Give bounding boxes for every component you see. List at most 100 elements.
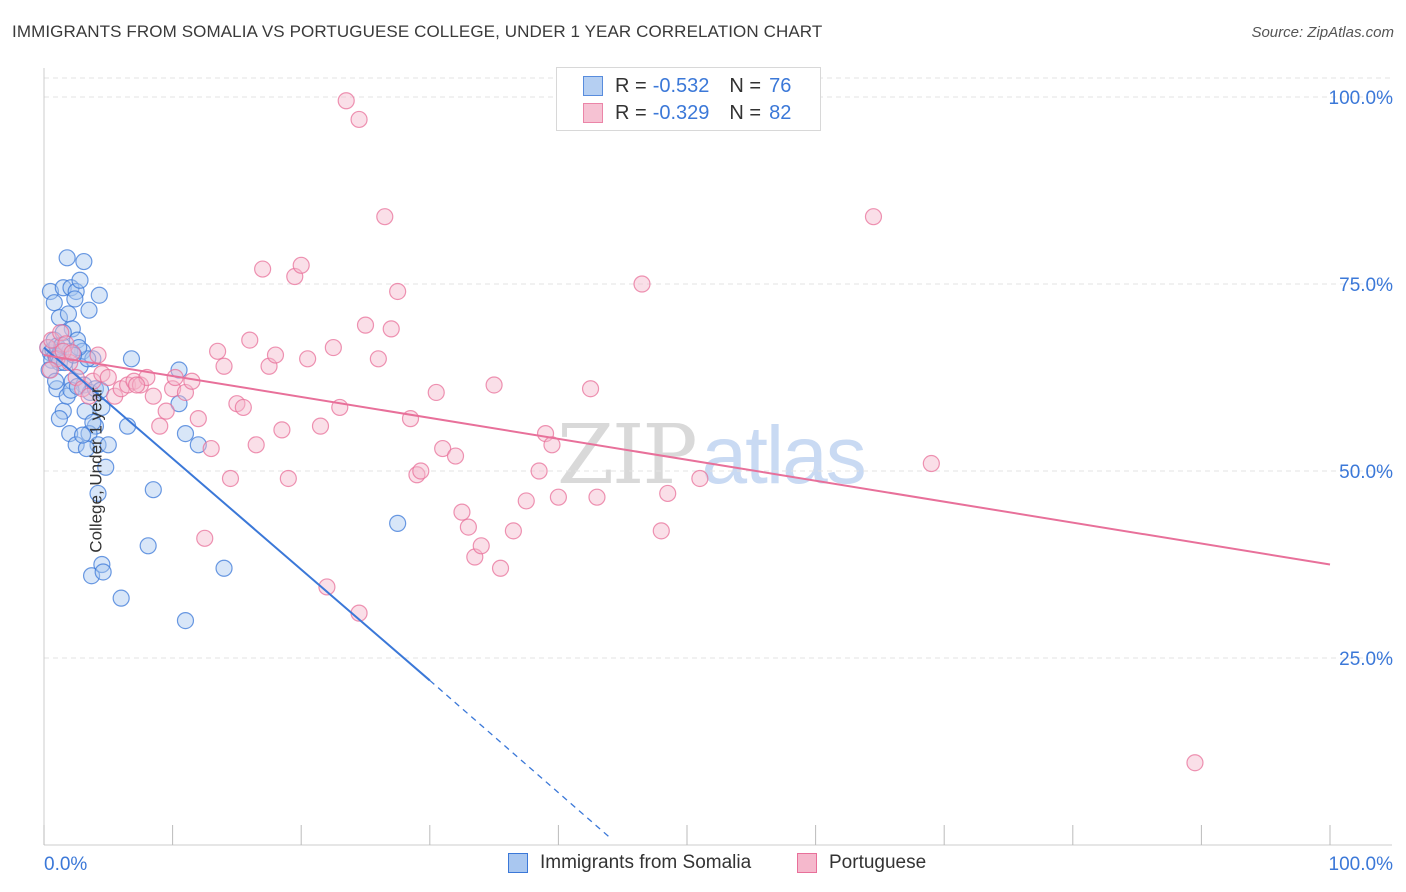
portuguese-point: [382, 320, 400, 338]
x-tick-label: 0.0%: [44, 854, 87, 875]
portuguese-point: [41, 361, 60, 379]
portuguese-swatch: [797, 853, 817, 873]
somalia-point: [67, 436, 85, 454]
portuguese-point: [183, 372, 201, 390]
somalia-point: [122, 350, 141, 368]
somalia-point: [139, 537, 157, 555]
stats-legend: R = -0.532 N = 76 R = -0.329 N = 82: [556, 67, 821, 131]
portuguese-point: [691, 469, 709, 488]
watermark: ZIPatlas: [557, 408, 867, 503]
portuguese-point: [292, 256, 310, 274]
somalia-point: [215, 559, 233, 577]
stats-row-portuguese: R = -0.329 N = 82: [583, 101, 791, 125]
portuguese-point: [588, 488, 606, 506]
somalia-point: [80, 301, 98, 319]
legend-item-portuguese[interactable]: Portuguese: [797, 852, 926, 874]
y-tick-label: 100.0%: [1329, 88, 1394, 109]
portuguese-point: [311, 417, 330, 435]
n-label: N =: [729, 74, 762, 97]
portuguese-point: [266, 346, 285, 364]
portuguese-point: [273, 421, 291, 439]
somalia-point: [176, 425, 195, 443]
portuguese-point: [209, 342, 227, 360]
portuguese-point: [652, 522, 670, 540]
somalia-point: [389, 514, 407, 532]
portuguese-point: [633, 275, 651, 293]
series-legend: Immigrants from Somalia Portuguese: [0, 852, 1406, 878]
portuguese-point: [504, 522, 522, 540]
r-label: R =: [615, 74, 647, 97]
portuguese-point: [324, 338, 342, 357]
somalia-point: [99, 436, 117, 454]
portuguese-point: [63, 344, 81, 362]
portuguese-point: [279, 469, 297, 488]
somalia-point: [77, 439, 96, 458]
portuguese-point: [517, 492, 535, 510]
y-tick-label: 50.0%: [1339, 462, 1393, 483]
somalia-trend-extension: [429, 679, 611, 839]
portuguese-point: [221, 469, 240, 488]
r-value: -0.329: [652, 101, 710, 124]
somalia-point: [93, 398, 111, 417]
somalia-point: [71, 271, 89, 289]
portuguese-point: [234, 398, 252, 417]
portuguese-point: [99, 368, 117, 387]
portuguese-point: [144, 387, 162, 405]
portuguese-point: [127, 376, 146, 394]
portuguese-point: [581, 380, 600, 398]
somalia-point: [80, 425, 98, 443]
portuguese-point: [491, 559, 510, 577]
portuguese-point: [337, 92, 355, 110]
portuguese-point: [215, 357, 233, 375]
portuguese-point: [369, 350, 387, 368]
somalia-point: [75, 252, 93, 271]
somalia-point: [189, 436, 207, 454]
source-credit: Source: ZipAtlas.com: [1251, 24, 1394, 41]
portuguese-point: [389, 282, 407, 301]
somalia-point: [144, 481, 162, 499]
portuguese-point: [922, 454, 940, 473]
somalia-point: [46, 372, 65, 390]
portuguese-point: [196, 529, 214, 547]
portuguese-point: [485, 376, 503, 394]
r-value: -0.532: [652, 74, 710, 97]
portuguese-point: [453, 503, 471, 521]
somalia-point: [45, 294, 63, 312]
legend-label: Immigrants from Somalia: [540, 852, 752, 873]
r-label: R =: [615, 101, 647, 124]
portuguese-point: [864, 208, 883, 226]
somalia-point: [84, 413, 102, 431]
portuguese-point: [157, 402, 175, 420]
portuguese-point: [318, 578, 336, 596]
portuguese-point: [241, 331, 259, 349]
portuguese-point: [299, 350, 317, 368]
somalia-point: [66, 290, 84, 308]
legend-item-somalia[interactable]: Immigrants from Somalia: [508, 852, 751, 874]
n-value: 82: [769, 101, 792, 124]
n-value: 76: [769, 74, 792, 97]
somalia-swatch: [583, 76, 603, 96]
n-label: N =: [729, 101, 762, 124]
portuguese-swatch: [583, 103, 603, 123]
portuguese-point: [427, 383, 445, 402]
portuguese-point: [350, 110, 368, 129]
portuguese-point: [202, 439, 220, 458]
chart-title: IMMIGRANTS FROM SOMALIA VS PORTUGUESE CO…: [12, 22, 823, 41]
portuguese-point: [446, 447, 465, 465]
portuguese-point: [356, 316, 375, 334]
portuguese-point: [151, 417, 169, 435]
somalia-point: [50, 410, 69, 428]
somalia-point: [41, 282, 60, 301]
watermark-zip: ZIP: [557, 408, 698, 503]
portuguese-point: [247, 436, 265, 454]
somalia-point: [112, 589, 130, 607]
portuguese-point: [254, 260, 272, 278]
somalia-point: [94, 563, 112, 581]
somalia-point: [73, 426, 92, 444]
legend-label: Portuguese: [829, 852, 927, 873]
somalia-point: [58, 249, 76, 267]
portuguese-point: [52, 324, 70, 342]
somalia-point: [59, 305, 78, 323]
somalia-swatch: [508, 853, 528, 873]
